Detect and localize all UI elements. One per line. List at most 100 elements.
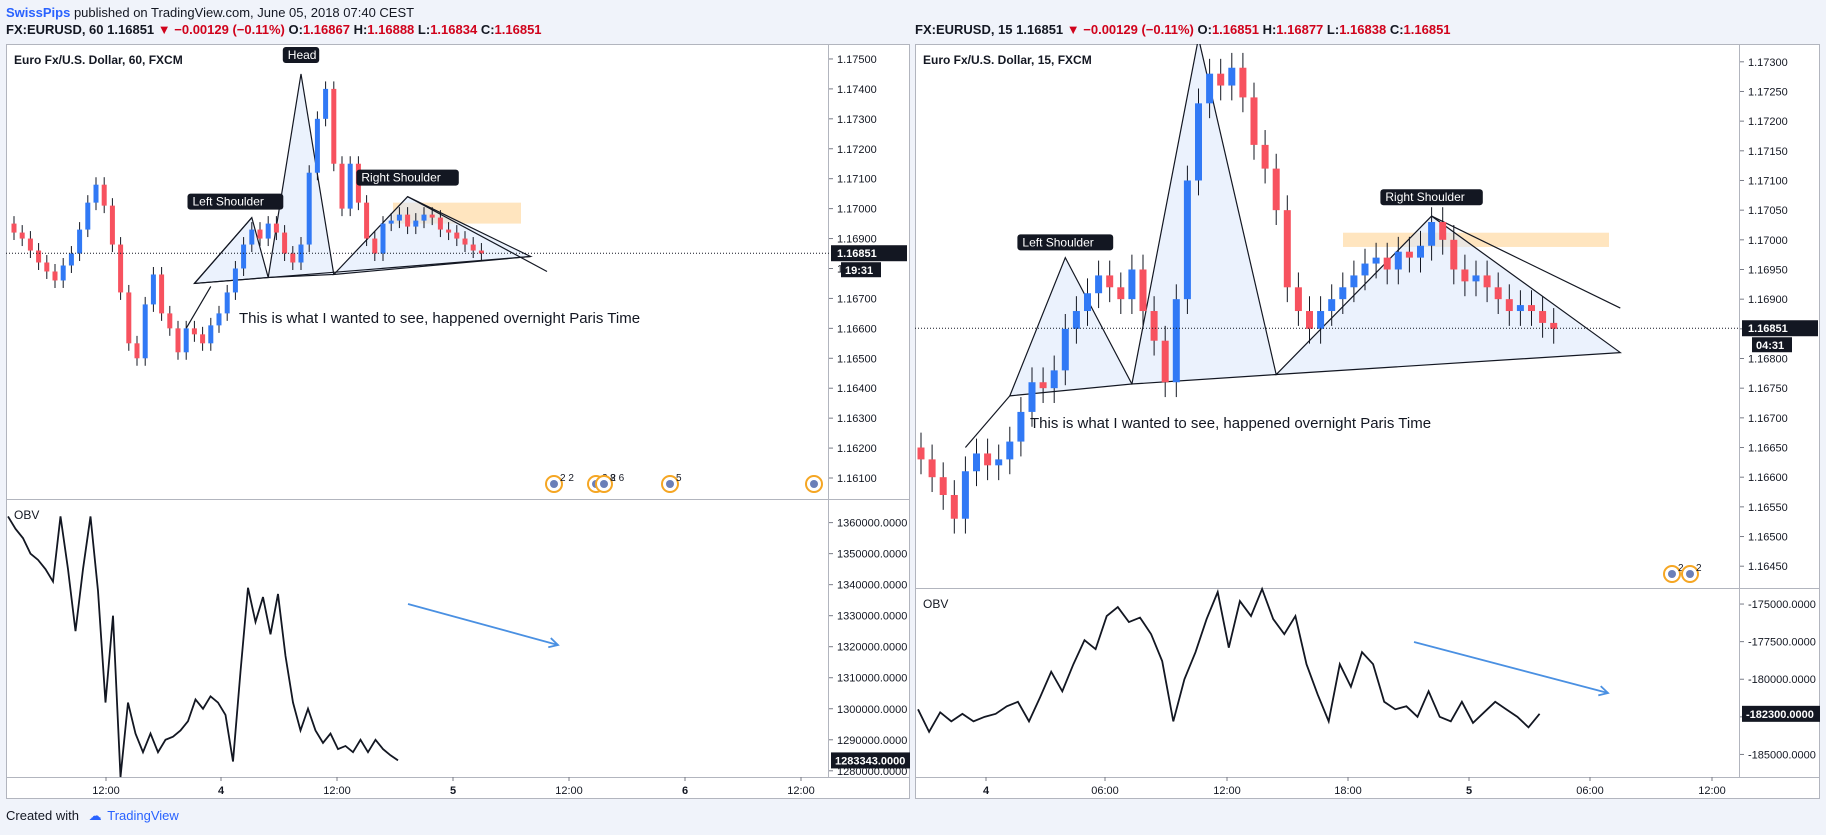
pattern-label-badge[interactable]	[187, 193, 284, 210]
candle[interactable]	[380, 223, 386, 254]
candle[interactable]	[142, 304, 148, 359]
candle[interactable]	[126, 292, 132, 344]
candle[interactable]	[1239, 67, 1247, 98]
candle[interactable]	[93, 184, 99, 203]
candle[interactable]	[339, 163, 345, 209]
candle[interactable]	[1061, 328, 1069, 371]
right-chart-svg[interactable]: Euro Fx/U.S. Dollar, 15, FXCM Left Shoul…	[915, 37, 1826, 799]
candle[interactable]	[314, 118, 320, 173]
candle[interactable]	[917, 447, 925, 460]
candle[interactable]	[191, 328, 197, 335]
candle[interactable]	[1394, 251, 1402, 270]
resistance-zone[interactable]	[1343, 232, 1609, 247]
candle[interactable]	[928, 459, 936, 478]
candle[interactable]	[1439, 222, 1447, 240]
candle[interactable]	[183, 328, 189, 353]
left-chart-panel[interactable]: Euro Fx/U.S. Dollar, 60, FXCM Head Left S…	[6, 44, 929, 799]
candle[interactable]	[1006, 441, 1014, 460]
candle[interactable]	[134, 343, 140, 359]
candle[interactable]	[1294, 287, 1302, 312]
candle[interactable]	[347, 163, 353, 209]
candle[interactable]	[224, 292, 230, 314]
candle[interactable]	[1195, 103, 1202, 181]
trend-line[interactable]	[1431, 215, 1621, 309]
candle[interactable]	[1405, 251, 1413, 258]
candle[interactable]	[1117, 287, 1125, 300]
candle[interactable]	[1250, 97, 1258, 145]
pattern-triangle[interactable]	[1008, 256, 1133, 397]
candle[interactable]	[1217, 73, 1225, 86]
candle[interactable]	[200, 334, 206, 344]
candle[interactable]	[77, 229, 83, 254]
candle[interactable]	[11, 223, 17, 233]
candle[interactable]	[454, 232, 460, 239]
candle[interactable]	[232, 268, 238, 293]
candle[interactable]	[1228, 67, 1236, 86]
candle[interactable]	[388, 220, 394, 224]
candle[interactable]	[1183, 180, 1191, 300]
candle[interactable]	[1172, 299, 1180, 383]
candle[interactable]	[167, 313, 173, 329]
candle[interactable]	[44, 262, 50, 272]
candle[interactable]	[984, 453, 992, 466]
candle[interactable]	[1328, 299, 1336, 312]
trend-line[interactable]	[193, 217, 253, 284]
left-chart-svg[interactable]: Euro Fx/U.S. Dollar, 60, FXCM Head Left S…	[6, 44, 929, 799]
candle[interactable]	[159, 274, 165, 314]
candle[interactable]	[1483, 275, 1491, 288]
candle[interactable]	[1017, 411, 1025, 442]
candle[interactable]	[27, 238, 33, 251]
candle[interactable]	[1084, 293, 1091, 312]
candle[interactable]	[331, 88, 337, 164]
candle[interactable]	[1361, 263, 1369, 276]
candle[interactable]	[405, 214, 411, 227]
obv-line[interactable]	[7, 515, 399, 778]
trend-line[interactable]	[407, 196, 548, 273]
candle[interactable]	[973, 453, 980, 472]
candle[interactable]	[478, 250, 484, 254]
trend-line[interactable]	[964, 395, 1011, 448]
candle[interactable]	[19, 232, 25, 239]
tradingview-link[interactable]: TradingView	[107, 808, 179, 823]
obv-divergence-arrow[interactable]	[407, 603, 559, 646]
candle[interactable]	[306, 172, 312, 245]
candle[interactable]	[118, 244, 124, 293]
candle[interactable]	[68, 253, 74, 266]
candle[interactable]	[241, 244, 247, 269]
trend-line[interactable]	[185, 286, 212, 329]
candle[interactable]	[1339, 287, 1347, 300]
pattern-label-badge[interactable]	[1017, 234, 1114, 251]
candle[interactable]	[437, 217, 443, 230]
candle[interactable]	[1206, 73, 1214, 104]
candle[interactable]	[1106, 275, 1114, 288]
candle[interactable]	[1050, 370, 1058, 389]
candle[interactable]	[1028, 382, 1036, 412]
candle[interactable]	[52, 271, 58, 281]
candle[interactable]	[1550, 322, 1558, 329]
candle[interactable]	[1372, 257, 1380, 264]
candle[interactable]	[372, 238, 378, 254]
candle[interactable]	[1150, 311, 1158, 341]
trend-line[interactable]	[194, 255, 531, 285]
candle[interactable]	[1383, 257, 1391, 270]
right-chart-panel[interactable]: Euro Fx/U.S. Dollar, 15, FXCM Left Shoul…	[915, 37, 1826, 799]
author-link[interactable]: SwissPips	[6, 5, 71, 20]
candle[interactable]	[939, 477, 947, 495]
candle[interactable]	[421, 214, 427, 221]
candle[interactable]	[1472, 275, 1480, 282]
candle[interactable]	[364, 202, 370, 239]
candle[interactable]	[1128, 269, 1136, 300]
candle[interactable]	[216, 313, 222, 326]
candle[interactable]	[273, 223, 279, 233]
candle[interactable]	[470, 244, 476, 251]
candle[interactable]	[396, 214, 402, 221]
candle[interactable]	[950, 494, 958, 519]
candle[interactable]	[249, 229, 255, 245]
candle[interactable]	[1450, 239, 1458, 270]
candle[interactable]	[429, 214, 435, 218]
candle[interactable]	[1139, 269, 1147, 312]
candle[interactable]	[1494, 287, 1502, 300]
candle[interactable]	[413, 220, 419, 227]
candle[interactable]	[1161, 340, 1169, 383]
candle[interactable]	[462, 238, 468, 245]
